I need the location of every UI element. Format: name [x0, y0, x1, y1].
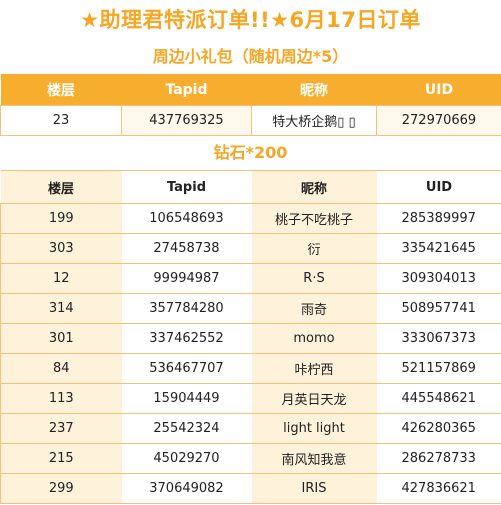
tapid-cell: 536467707 [121, 353, 252, 384]
tapid-cell: 370649082 [121, 473, 252, 504]
header-nickname: 昵称 [251, 170, 377, 204]
header-tapid: Tapid [121, 170, 252, 204]
uid-cell: 426280365 [376, 413, 501, 444]
header-uid: UID [376, 74, 501, 106]
tapid-cell: 45029270 [121, 443, 252, 474]
gift-section-title: 周边小礼包（随机周边*5） [152, 47, 349, 66]
table-row: 314 357784280 雨奇 508957741 [0, 293, 501, 324]
floor-cell: 237 [0, 413, 122, 444]
floor-cell: 301 [0, 323, 122, 354]
table-row: 113 15904449 月英日天龙 445548621 [0, 383, 501, 414]
tapid-cell: 27458738 [121, 233, 252, 264]
tapid-cell: 337462552 [121, 323, 252, 354]
uid-cell: 272970669 [376, 105, 501, 136]
floor-cell: 299 [0, 473, 122, 504]
floor-cell: 303 [0, 233, 122, 264]
floor-cell: 12 [0, 263, 122, 294]
nickname-cell: R·S [251, 263, 377, 294]
nickname-cell: momo [251, 323, 377, 354]
uid-cell: 335421645 [376, 233, 501, 264]
nickname-cell: 月英日天龙 [251, 383, 377, 414]
page-title: ★助理君特派订单!!★6月17日订单 [80, 8, 421, 32]
tapid-cell: 25542324 [121, 413, 252, 444]
header-tapid: Tapid [121, 74, 252, 106]
header-floor: 楼层 [0, 170, 122, 204]
uid-cell: 309304013 [376, 263, 501, 294]
uid-cell: 285389997 [376, 203, 501, 234]
nickname-cell: light light [251, 413, 377, 444]
nickname-cell: 雨奇 [251, 293, 377, 324]
floor-cell: 314 [0, 293, 122, 324]
nickname-cell: 桃子不吃桃子 [251, 203, 377, 234]
gift-table-header: 楼层 Tapid 昵称 UID [0, 74, 501, 106]
tapid-cell: 357784280 [121, 293, 252, 324]
floor-cell: 84 [0, 353, 122, 384]
diamond-section-title: 钻石*200 [213, 143, 288, 162]
floor-cell: 113 [0, 383, 122, 414]
table-row: 303 27458738 衍 335421645 [0, 233, 501, 264]
floor-cell: 199 [0, 203, 122, 234]
header-nickname: 昵称 [251, 74, 377, 106]
table-row: 237 25542324 light light 426280365 [0, 413, 501, 444]
tapid-cell: 15904449 [121, 383, 252, 414]
floor-cell: 23 [0, 105, 122, 136]
header-uid: UID [376, 170, 501, 204]
gift-table: 楼层 Tapid 昵称 UID 23 437769325 特大桥企鹅▯ ▯ 27… [0, 74, 501, 136]
uid-cell: 445548621 [376, 383, 501, 414]
nickname-cell: IRIS [251, 473, 377, 504]
table-row: 23 437769325 特大桥企鹅▯ ▯ 272970669 [0, 105, 501, 136]
table-row: 199 106548693 桃子不吃桃子 285389997 [0, 203, 501, 234]
header-floor: 楼层 [0, 74, 122, 106]
tapid-cell: 99994987 [121, 263, 252, 294]
table-row: 215 45029270 南风知我意 286278733 [0, 443, 501, 474]
nickname-cell: 衍 [251, 233, 377, 264]
table-row: 301 337462552 momo 333067373 [0, 323, 501, 354]
nickname-cell: 南风知我意 [251, 443, 377, 474]
tapid-cell: 106548693 [121, 203, 252, 234]
tapid-cell: 437769325 [121, 105, 252, 136]
nickname-cell: 咔柠西 [251, 353, 377, 384]
diamond-table-header: 楼层 Tapid 昵称 UID [0, 170, 501, 204]
table-row: 12 99994987 R·S 309304013 [0, 263, 501, 294]
uid-cell: 333067373 [376, 323, 501, 354]
uid-cell: 521157869 [376, 353, 501, 384]
nickname-cell: 特大桥企鹅▯ ▯ [251, 105, 377, 136]
floor-cell: 215 [0, 443, 122, 474]
table-row: 299 370649082 IRIS 427836621 [0, 473, 501, 504]
table-row: 84 536467707 咔柠西 521157869 [0, 353, 501, 384]
uid-cell: 508957741 [376, 293, 501, 324]
diamond-table: 楼层 Tapid 昵称 UID 199 106548693 桃子不吃桃子 285… [0, 170, 501, 504]
uid-cell: 286278733 [376, 443, 501, 474]
uid-cell: 427836621 [376, 473, 501, 504]
